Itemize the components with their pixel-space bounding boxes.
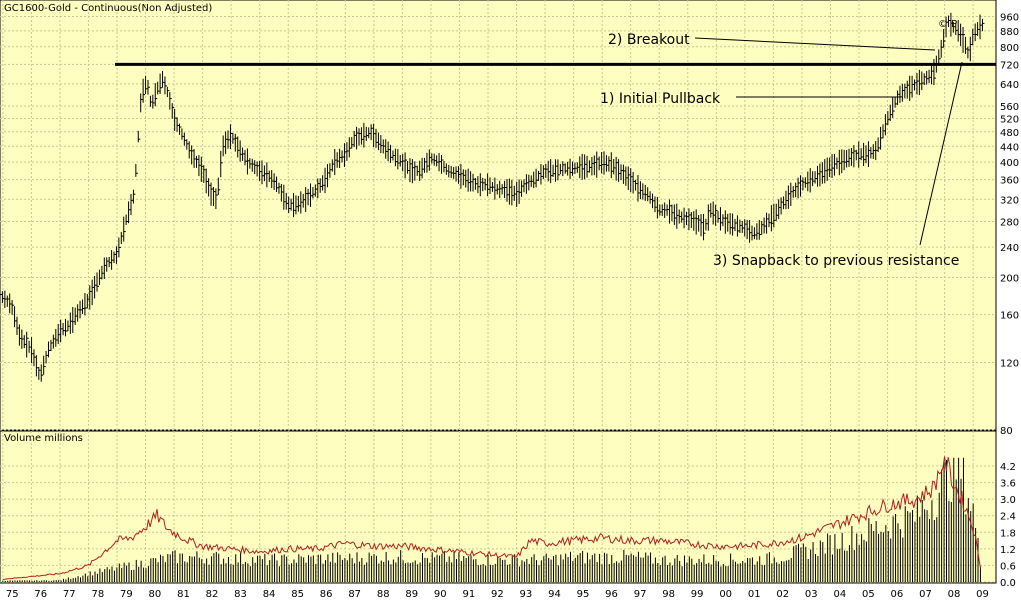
volume-tick-label: 1.8: [1000, 528, 1016, 539]
snapback-pointer: [919, 61, 963, 246]
x-tick-label: 01: [748, 589, 761, 600]
volume-bars: [2, 457, 981, 582]
price-tick-label: 520: [1000, 114, 1019, 125]
volume-title: Volume millions: [4, 433, 83, 444]
price-tick-label: 320: [1000, 195, 1019, 206]
price-tick-label: 640: [1000, 80, 1019, 91]
x-tick-label: 04: [833, 589, 846, 600]
price-tick-label: 80: [1000, 426, 1013, 437]
price-tick-label: 160: [1000, 311, 1019, 322]
volume-tick-label: 1.2: [1000, 545, 1016, 556]
volume-tick-label: 4.2: [1000, 462, 1016, 473]
volume-grid: [0, 431, 996, 583]
x-tick-label: 99: [691, 589, 704, 600]
annotation-breakout: 2) Breakout: [608, 32, 690, 48]
price-tick-label: 720: [1000, 60, 1019, 71]
x-tick-label: 00: [719, 589, 732, 600]
x-tick-label: 87: [348, 589, 361, 600]
x-tick-label: 77: [63, 589, 76, 600]
price-tick-label: 800: [1000, 43, 1019, 54]
price-tick-label: 440: [1000, 142, 1019, 153]
x-tick-label: 89: [405, 589, 418, 600]
x-tick-label: 83: [234, 589, 247, 600]
price-tick-label: 120: [1000, 359, 1019, 370]
price-tick-label: 280: [1000, 218, 1019, 229]
price-tick-label: 960: [1000, 12, 1019, 23]
volume-tick-label: 0.6: [1000, 561, 1016, 572]
x-tick-label: 02: [776, 589, 789, 600]
x-tick-label: 93: [520, 589, 533, 600]
x-tick-label: 91: [462, 589, 475, 600]
x-tick-label: 80: [149, 589, 162, 600]
x-tick-label: 98: [662, 589, 675, 600]
x-tick-label: 75: [6, 589, 19, 600]
price-tick-label: 400: [1000, 158, 1019, 169]
price-tick-label: 360: [1000, 176, 1019, 187]
price-bars: [0, 12, 985, 382]
x-tick-label: 03: [805, 589, 818, 600]
x-tick-label: 96: [605, 589, 618, 600]
x-tick-label: 95: [577, 589, 590, 600]
x-tick-label: 81: [177, 589, 190, 600]
x-tick-label: 05: [862, 589, 875, 600]
price-title: GC1600-Gold - Continuous(Non Adjusted): [4, 3, 212, 14]
volume-tick-label: 0.0: [1000, 578, 1016, 589]
price-tick-label: 200: [1000, 274, 1019, 285]
price-tick-label: 480: [1000, 128, 1019, 139]
volume-tick-label: 2.4: [1000, 512, 1016, 523]
x-tick-label: 92: [491, 589, 504, 600]
x-tick-label: 09: [976, 589, 989, 600]
price-plot-area: [0, 0, 997, 431]
x-tick-label: 78: [91, 589, 104, 600]
x-tick-label: 82: [206, 589, 219, 600]
volume-tick-label: 3.6: [1000, 479, 1016, 490]
x-tick-label: 76: [34, 589, 47, 600]
x-tick-label: 85: [291, 589, 304, 600]
x-tick-label: 06: [891, 589, 904, 600]
volume-tick-label: 3.0: [1000, 495, 1016, 506]
x-tick-label: 94: [548, 589, 561, 600]
x-tick-label: 08: [948, 589, 961, 600]
x-tick-label: 07: [919, 589, 932, 600]
price-panel: GC1600-Gold - Continuous(Non Adjusted) ©…: [0, 0, 1019, 437]
annotation-pullback: 1) Initial Pullback: [600, 91, 721, 107]
x-tick-label: 79: [120, 589, 133, 600]
volume-panel: Volume millions 4.2 3.6 3.0 2.4 1.8 1.2 0.6 0.0: [0, 430, 1016, 589]
breakout-pointer: [694, 37, 936, 51]
price-tick-label: 240: [1000, 243, 1019, 254]
annotation-snapback: 3) Snapback to previous resistance: [713, 253, 959, 269]
x-tick-label: 90: [434, 589, 447, 600]
volume-y-axis: 4.2 3.6 3.0 2.4 1.8 1.2 0.6 0.0: [1000, 462, 1016, 589]
x-axis: 75 76 77 78 79 80 81 82 83 84 85 86 87 88 89 90 91 92 93 94…: [6, 589, 989, 600]
open-interest-line: [2, 456, 982, 580]
x-tick-label: 97: [634, 589, 647, 600]
x-tick-label: 88: [377, 589, 390, 600]
watermark: © P: [938, 19, 957, 30]
price-tick-label: 560: [1000, 102, 1019, 113]
x-tick-label: 84: [263, 589, 276, 600]
x-tick-label: 86: [320, 589, 333, 600]
price-tick-label: 880: [1000, 27, 1019, 38]
